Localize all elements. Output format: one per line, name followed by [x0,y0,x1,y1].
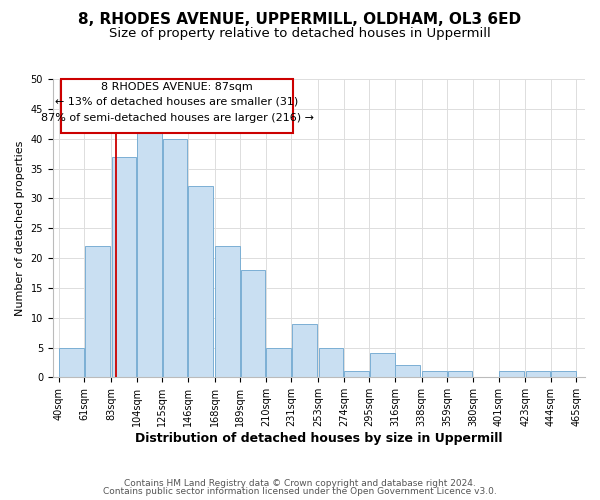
Bar [292,324,317,378]
Text: 87% of semi-detached houses are larger (216) →: 87% of semi-detached houses are larger (… [41,113,314,123]
Bar [112,156,136,378]
Bar [137,126,162,378]
Bar [319,348,343,378]
Bar [526,372,550,378]
Bar [59,348,84,378]
Text: Contains public sector information licensed under the Open Government Licence v3: Contains public sector information licen… [103,487,497,496]
Text: Size of property relative to detached houses in Uppermill: Size of property relative to detached ho… [109,28,491,40]
Text: 8 RHODES AVENUE: 87sqm: 8 RHODES AVENUE: 87sqm [101,82,253,92]
Bar [370,354,395,378]
Bar [61,79,293,132]
Bar [215,246,240,378]
Bar [85,246,110,378]
Bar [188,186,213,378]
Bar [266,348,291,378]
Bar [448,372,472,378]
Text: 8, RHODES AVENUE, UPPERMILL, OLDHAM, OL3 6ED: 8, RHODES AVENUE, UPPERMILL, OLDHAM, OL3… [79,12,521,28]
Bar [163,138,187,378]
Bar [344,372,369,378]
X-axis label: Distribution of detached houses by size in Uppermill: Distribution of detached houses by size … [135,432,503,445]
Bar [499,372,524,378]
Bar [241,270,265,378]
Text: ← 13% of detached houses are smaller (31): ← 13% of detached houses are smaller (31… [55,97,299,107]
Text: Contains HM Land Registry data © Crown copyright and database right 2024.: Contains HM Land Registry data © Crown c… [124,478,476,488]
Y-axis label: Number of detached properties: Number of detached properties [15,140,25,316]
Bar [422,372,447,378]
Bar [551,372,576,378]
Bar [395,366,420,378]
